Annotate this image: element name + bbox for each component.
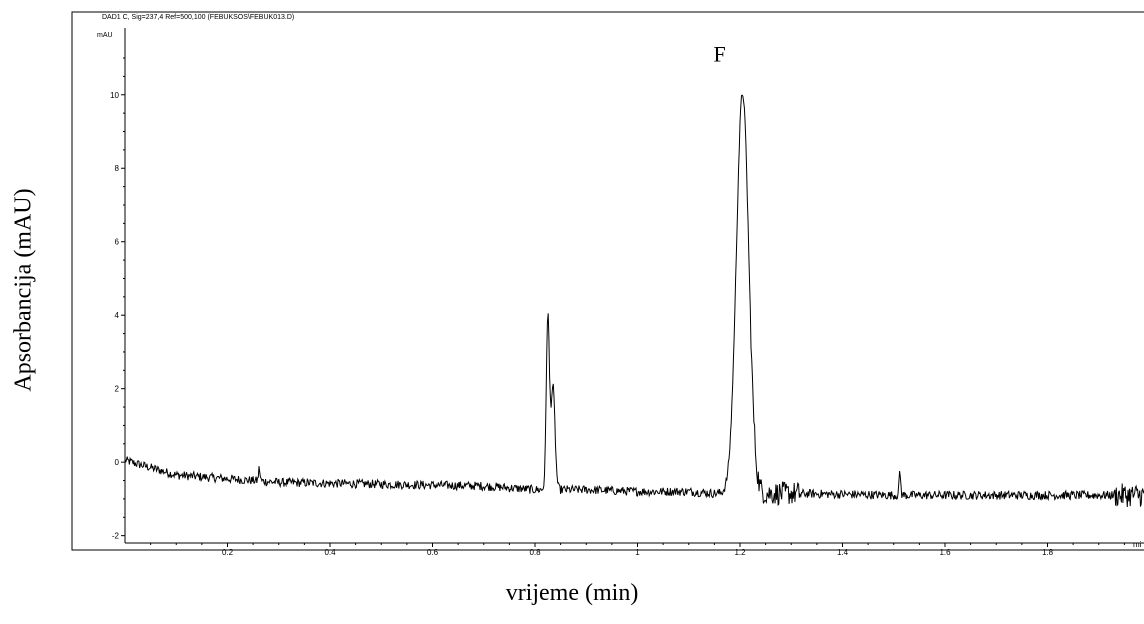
x-axis-title: vrijeme (min) (505, 580, 639, 606)
y-tick-label: 8 (115, 164, 120, 173)
x-tick-label: 1.2 (734, 548, 746, 557)
x-tick-label: 1.6 (939, 548, 951, 557)
plot-frame (71, 11, 1144, 551)
y-tick-label: 4 (115, 311, 120, 320)
y-tick-label: 6 (115, 238, 120, 247)
x-tick-label: 0.4 (324, 548, 336, 557)
chart-header: DAD1 C, Sig=237,4 Ref=500,100 (FEBUKSOS\… (102, 14, 294, 21)
x-tick-label: 1.8 (1042, 548, 1054, 557)
x-tick-label: 0.2 (222, 548, 234, 557)
y-tick-label: 2 (115, 385, 120, 394)
chromatogram-trace (124, 94, 1144, 508)
y-unit-label: mAU (97, 32, 113, 39)
y-tick-label: -2 (112, 532, 120, 541)
peak-label-f: F (714, 41, 726, 66)
x-unit-label: mi (1133, 540, 1142, 549)
x-tick-label: 0.6 (427, 548, 439, 557)
y-tick-label: 10 (110, 91, 119, 100)
x-tick-label: 0.8 (529, 548, 541, 557)
x-tick-label: 1 (635, 548, 640, 557)
axes: -2 0 2 4 6 8 10 0.2 0.4 0.6 0.8 1 1.2 1.4 1.6 1.8 (110, 28, 1144, 557)
x-tick-label: 1.4 (837, 548, 849, 557)
y-tick-label: 0 (115, 458, 120, 467)
